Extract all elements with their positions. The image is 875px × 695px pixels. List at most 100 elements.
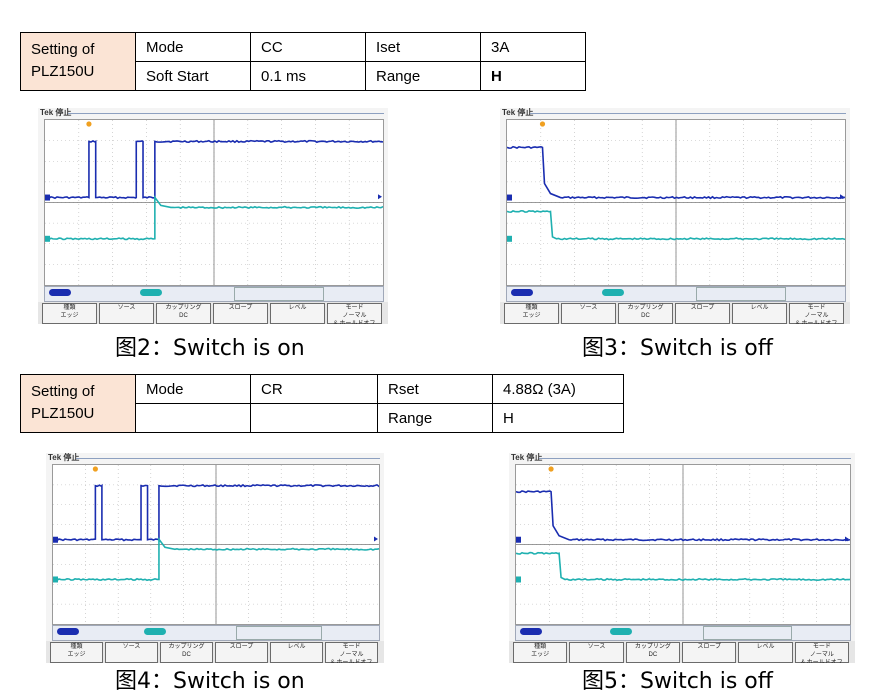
voltage-trace — [45, 139, 383, 200]
scope-menu-button: 種類 エッジ — [50, 642, 103, 663]
scope-menu-button: カップリング DC — [618, 303, 673, 324]
graticule-center-axes — [507, 120, 845, 285]
scope-waveform-svg — [45, 120, 383, 285]
scope-menu-bar: 種類 エッジ ソース カップリング DC スロープ レベル モード ノーマル & ホールド… — [500, 302, 850, 324]
device-label: Setting of PLZ150U — [20, 374, 136, 433]
current-trace — [507, 209, 845, 241]
voltage-trace — [507, 145, 845, 200]
caption-fig2: 图2：Switch is on — [115, 336, 305, 361]
scope-menu-button: カップリング DC — [156, 303, 211, 324]
scope-brand-label: Tek 停止 — [511, 453, 543, 462]
ch2-ground-marker — [53, 576, 58, 583]
range-label: Range — [377, 403, 493, 433]
ch1-ground-marker — [53, 536, 58, 543]
scope-menu-button: 種類 エッジ — [42, 303, 97, 324]
scope-menu-button: モード ノーマル & ホールドオフ — [325, 642, 378, 663]
empty-cell — [135, 403, 251, 433]
scope-waveform-svg — [507, 120, 845, 285]
scope-menu-button: レベル — [732, 303, 787, 324]
trigger-position-marker — [92, 466, 98, 472]
empty-cell — [250, 403, 378, 433]
ch2-indicator — [144, 628, 167, 635]
scope-menu-button: レベル — [270, 642, 323, 663]
trigger-level-marker — [374, 536, 378, 542]
scope-menu-button: レベル — [738, 642, 793, 663]
scope-menu-button: 種類 エッジ — [504, 303, 559, 324]
scope-menu-bar: 種類 エッジ ソース カップリング DC スロープ レベル モード ノーマル & ホールド… — [46, 641, 384, 663]
ch2-indicator — [601, 289, 624, 296]
scope-brand-label: Tek 停止 — [502, 108, 534, 117]
trigger-level-marker — [378, 194, 382, 200]
trigger-position-marker — [548, 466, 554, 472]
ch2-indicator — [139, 289, 162, 296]
caption-fig4: 图4：Switch is on — [115, 669, 305, 694]
scope-menu-button: スロープ — [682, 642, 737, 663]
timebase-readout-box — [703, 626, 792, 640]
graticule-center-axes — [516, 465, 850, 624]
scope-menu-button: ソース — [99, 303, 154, 324]
ch1-indicator — [520, 628, 542, 635]
scope-menu-button: 種類 エッジ — [513, 642, 568, 663]
ch1-ground-marker — [516, 536, 521, 543]
ch2-ground-marker — [45, 235, 50, 242]
mode-value: CC — [250, 32, 366, 62]
ch2-ground-marker — [507, 235, 512, 242]
current-trace — [53, 536, 379, 582]
scope-menu-button: スロープ — [215, 642, 268, 663]
ch1-indicator — [57, 628, 79, 635]
scope-plot-area — [44, 119, 384, 286]
current-trace — [516, 551, 850, 582]
iset-value: 3A — [480, 32, 586, 62]
voltage-trace — [53, 483, 379, 542]
graticule-center-axes — [53, 465, 379, 624]
scope-menu-bar: 種類 エッジ ソース カップリング DC スロープ レベル モード ノーマル & ホールド… — [509, 641, 855, 663]
oscilloscope-capture-fig5: Tek 停止種類 エッジ ソース カップリング DC スロープ レベル モード ノーマル … — [509, 453, 855, 663]
timebase-readout-box — [234, 287, 325, 301]
rset-value: 4.88Ω (3A) — [492, 374, 624, 404]
scope-plot-area — [52, 464, 380, 625]
caption-fig3: 图3：Switch is off — [582, 336, 773, 361]
ch1-indicator — [49, 289, 71, 296]
scope-status-strip — [515, 625, 851, 641]
caption-fig5: 图5：Switch is off — [582, 669, 773, 694]
range-value: H — [480, 61, 586, 91]
scope-menu-button: レベル — [270, 303, 325, 324]
mode-value: CR — [250, 374, 378, 404]
oscilloscope-capture-fig3: Tek 停止種類 エッジ ソース カップリング DC スロープ レベル モード ノーマル … — [500, 108, 850, 324]
trigger-level-marker — [845, 536, 849, 542]
range-value: H — [492, 403, 624, 433]
scope-waveform-svg — [53, 465, 379, 624]
scope-waveform-svg — [516, 465, 850, 624]
scope-menu-button: モード ノーマル & ホールドオフ — [327, 303, 382, 324]
scope-plot-area — [506, 119, 846, 286]
scope-menu-button: モード ノーマル & ホールドオフ — [789, 303, 844, 324]
ch2-ground-marker — [516, 576, 521, 583]
timebase-readout-box — [696, 287, 787, 301]
scope-status-strip — [506, 286, 846, 302]
scope-menu-bar: 種類 エッジ ソース カップリング DC スロープ レベル モード ノーマル & ホールド… — [38, 302, 388, 324]
scope-status-strip — [44, 286, 384, 302]
scope-brand-label: Tek 停止 — [40, 108, 72, 117]
soft-start-label: Soft Start — [135, 61, 251, 91]
scope-menu-button: スロープ — [675, 303, 730, 324]
scope-menu-button: カップリング DC — [160, 642, 213, 663]
iset-label: Iset — [365, 32, 481, 62]
current-trace — [45, 195, 383, 241]
oscilloscope-capture-fig4: Tek 停止 種類 エッジ ソース カップリング DC スロープ レベル モード ノーマル … — [46, 453, 384, 663]
scope-menu-button: ソース — [105, 642, 158, 663]
settings-table-cr: Setting of PLZ150U Mode CR Rset 4.88Ω (3… — [20, 374, 624, 433]
device-label: Setting of PLZ150U — [20, 32, 136, 91]
ch1-indicator — [511, 289, 533, 296]
soft-start-value: 0.1 ms — [250, 61, 366, 91]
mode-label: Mode — [135, 32, 251, 62]
graticule-center-axes — [45, 120, 383, 285]
mode-label: Mode — [135, 374, 251, 404]
timebase-readout-box — [235, 626, 323, 640]
scope-menu-button: カップリング DC — [625, 642, 680, 663]
settings-table-cc: Setting of PLZ150U Mode CC Iset 3A Soft … — [20, 32, 586, 91]
oscilloscope-capture-fig2: Tek 停止種類 エッジ ソース カップリング DC スロープ レベル モード ノーマル … — [38, 108, 388, 324]
trigger-level-marker — [840, 194, 844, 200]
ch2-indicator — [609, 628, 632, 635]
scope-status-strip — [52, 625, 380, 641]
rset-label: Rset — [377, 374, 493, 404]
